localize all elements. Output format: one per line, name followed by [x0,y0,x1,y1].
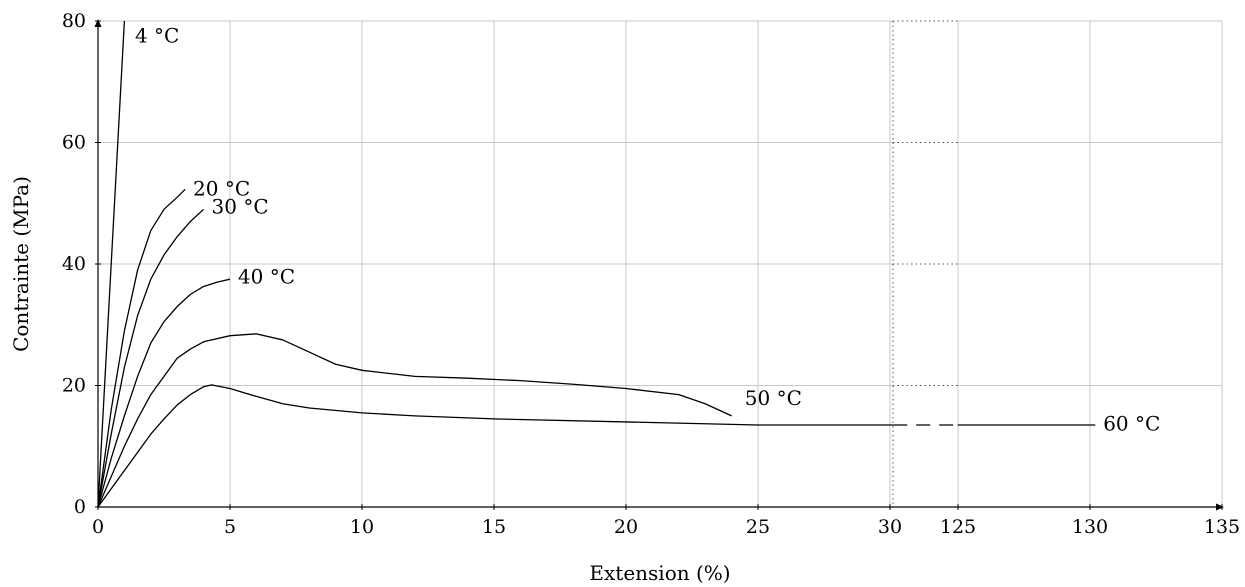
x-tick-label-135: 135 [1204,516,1240,538]
y-tick-label-80: 80 [62,10,86,32]
x-tick-label-15: 15 [482,516,506,538]
series-labels: 4 °C 20 °C30 °C 40 °C 50 °C 60 °C [135,23,1160,435]
x-tick-label-20: 20 [614,516,638,538]
y-tick-label-20: 20 [62,375,86,397]
series-4c-label: 4 °C [135,23,179,47]
grid [98,20,1223,507]
x-tick-label-25: 25 [746,516,770,538]
series-50c-label: 50 °C [745,386,802,410]
series-4c-line [97,20,126,508]
y-tick-label-0: 0 [74,496,86,518]
x-tick-label-5: 5 [224,516,236,538]
x-tick-label-10: 10 [350,516,374,538]
x-tick-label-30: 30 [878,516,902,538]
y-axis-arrow [94,19,102,27]
x-tick-label-130: 130 [1072,516,1108,538]
series-60c-label: 60 °C [1103,411,1160,435]
x-tick-label-125: 125 [940,516,976,538]
y-tick-labels: 0 20 40 60 80 [62,10,86,518]
x-tick-label-0: 0 [92,516,104,538]
series-40c-label: 40 °C [238,264,295,288]
series-50c-line [97,333,732,508]
series-20c-label: 20 °C [193,176,250,200]
y-tick-label-40: 40 [62,253,86,275]
y-axis-title: Contrainte (MPa) [9,176,33,352]
series-60c-line [97,384,894,508]
axes [94,19,1224,511]
x-tick-labels: 0 5 10 15 20 25 30 125 130 135 [92,516,1240,538]
y-tick-label-60: 60 [62,132,86,154]
series-40c-line [97,278,231,508]
series-lines [97,20,1096,508]
series-30c-line [97,208,205,508]
x-axis-title: Extension (%) [589,561,730,585]
x-axis-arrow [1216,503,1224,511]
series-30c-label: 30 °C [212,195,269,219]
series-20c-line [97,188,186,508]
